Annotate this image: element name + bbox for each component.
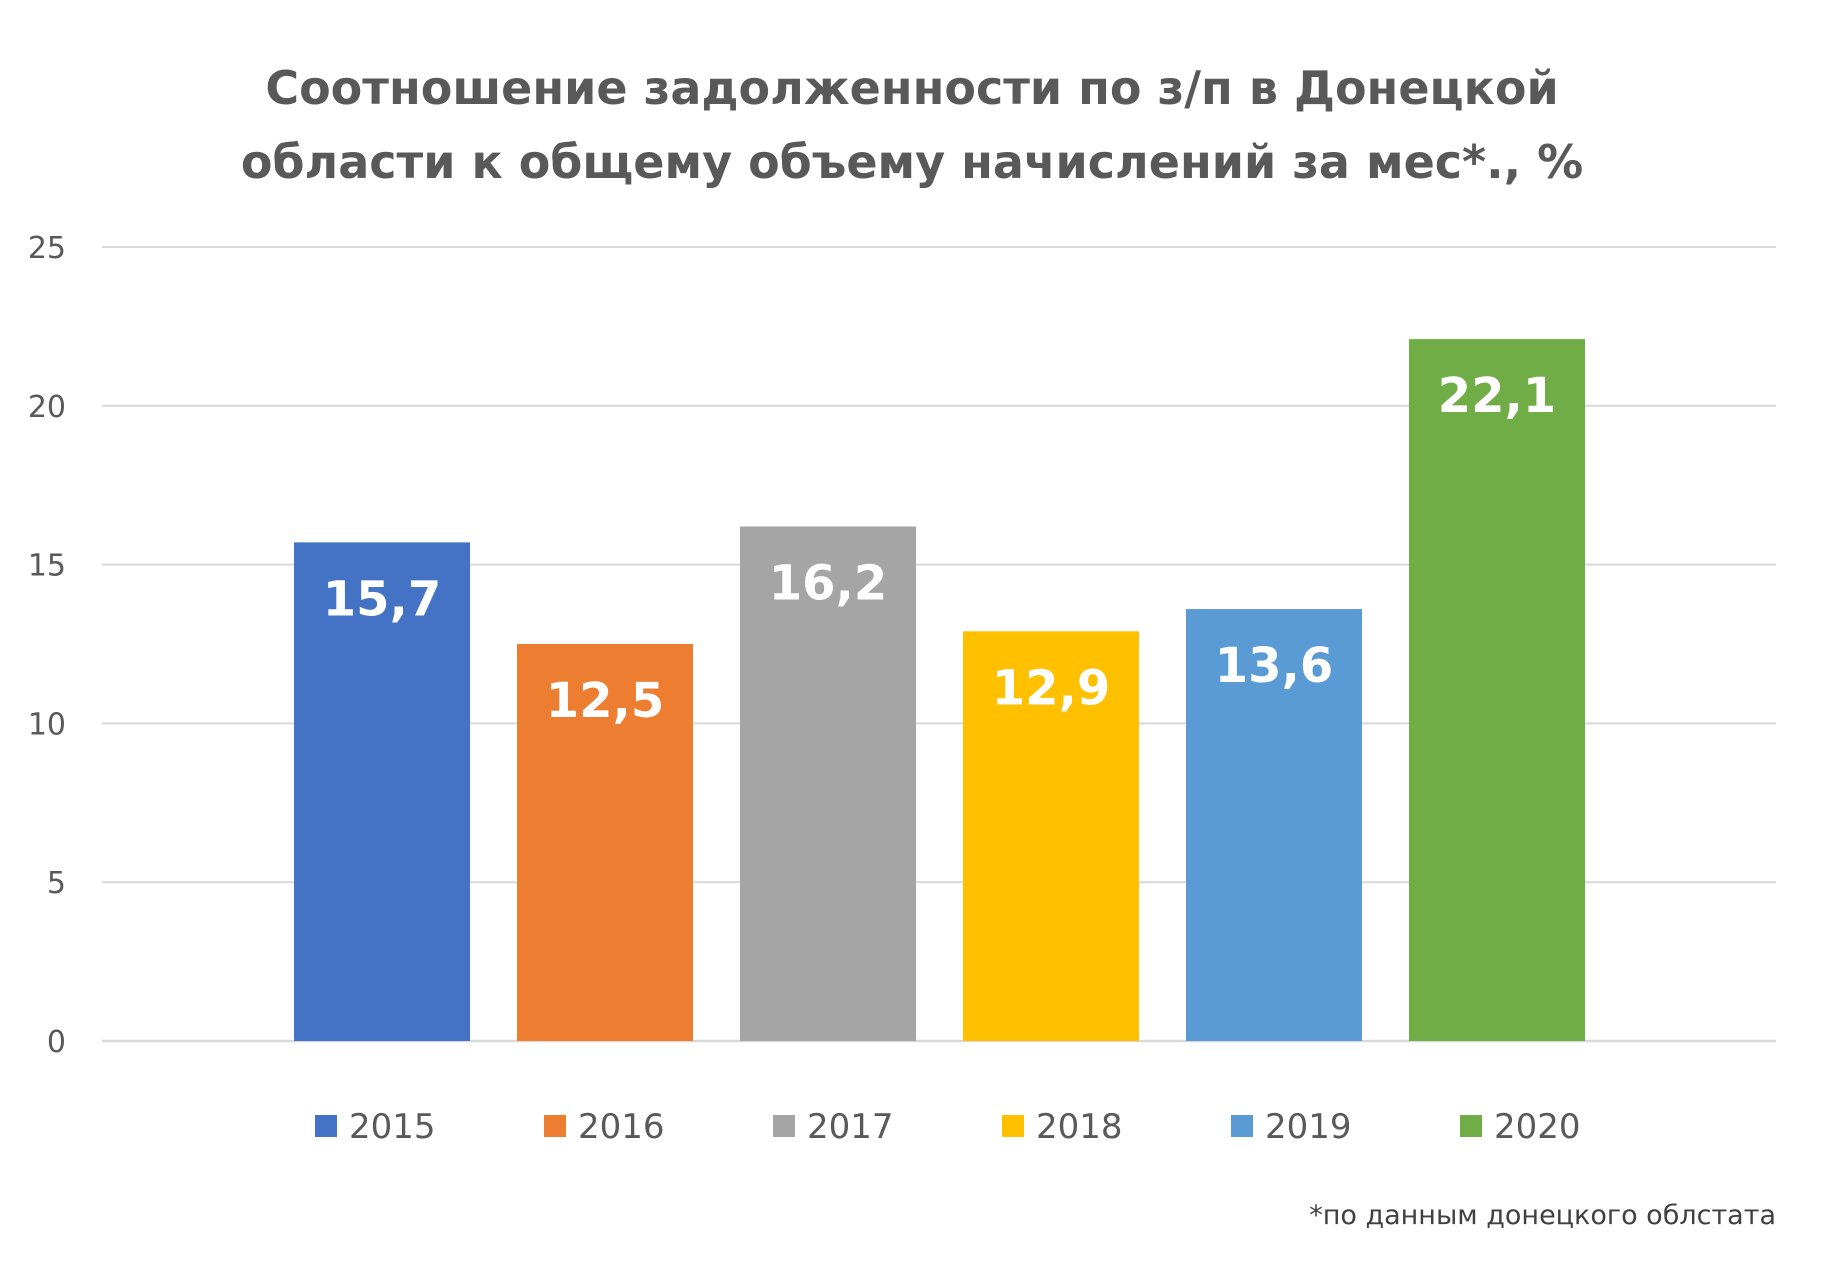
y-tick-label: 0 bbox=[47, 1025, 66, 1060]
legend-swatch bbox=[315, 1115, 337, 1137]
legend-swatch bbox=[544, 1115, 566, 1137]
data-label-2020: 22,1 bbox=[1438, 368, 1556, 424]
bar-2020 bbox=[1409, 339, 1585, 1041]
legend-swatch bbox=[1460, 1115, 1482, 1137]
legend-item-2020: 2020 bbox=[1460, 1107, 1581, 1147]
y-axis-ticks: 0 5 10 15 20 25 bbox=[28, 231, 66, 1060]
data-label-2016: 12,5 bbox=[546, 673, 664, 729]
legend-label: 2019 bbox=[1265, 1107, 1352, 1147]
bar-2015 bbox=[294, 542, 470, 1041]
bar-2019 bbox=[1186, 609, 1362, 1041]
data-label-2018: 12,9 bbox=[992, 660, 1110, 716]
data-label-2019: 13,6 bbox=[1215, 638, 1333, 694]
legend-item-2016: 2016 bbox=[544, 1107, 665, 1147]
bar-2017 bbox=[740, 526, 916, 1041]
data-label-2015: 15,7 bbox=[323, 571, 441, 627]
legend-item-2018: 2018 bbox=[1002, 1107, 1123, 1147]
legend-swatch bbox=[773, 1115, 795, 1137]
data-labels: 15,7 12,5 16,2 12,9 13,6 22,1 bbox=[323, 368, 1556, 729]
y-tick-label: 15 bbox=[28, 549, 66, 584]
bar-2016 bbox=[517, 644, 693, 1041]
legend-label: 2015 bbox=[349, 1107, 436, 1147]
chart-title: Соотношение задолженности по з/п в Донец… bbox=[241, 61, 1583, 189]
chart-title-line-2: области к общему объему начислений за ме… bbox=[241, 135, 1583, 189]
legend-swatch bbox=[1231, 1115, 1253, 1137]
footnote: *по данным донецкого облстата bbox=[1309, 1200, 1776, 1231]
chart-title-line-1: Соотношение задолженности по з/п в Донец… bbox=[265, 61, 1558, 115]
legend-label: 2020 bbox=[1494, 1107, 1581, 1147]
legend-label: 2018 bbox=[1036, 1107, 1123, 1147]
legend-label: 2017 bbox=[807, 1107, 894, 1147]
data-label-2017: 16,2 bbox=[769, 555, 887, 611]
legend-swatch bbox=[1002, 1115, 1024, 1137]
y-tick-label: 25 bbox=[28, 231, 66, 266]
legend-item-2015: 2015 bbox=[315, 1107, 436, 1147]
bars bbox=[294, 339, 1585, 1041]
legend: 2015 2016 2017 2018 2019 2020 bbox=[315, 1107, 1581, 1147]
y-tick-label: 10 bbox=[28, 707, 66, 742]
y-tick-label: 20 bbox=[28, 390, 66, 425]
legend-item-2017: 2017 bbox=[773, 1107, 894, 1147]
bar-2018 bbox=[963, 631, 1139, 1041]
legend-item-2019: 2019 bbox=[1231, 1107, 1352, 1147]
legend-label: 2016 bbox=[578, 1107, 665, 1147]
y-tick-label: 5 bbox=[47, 866, 66, 901]
